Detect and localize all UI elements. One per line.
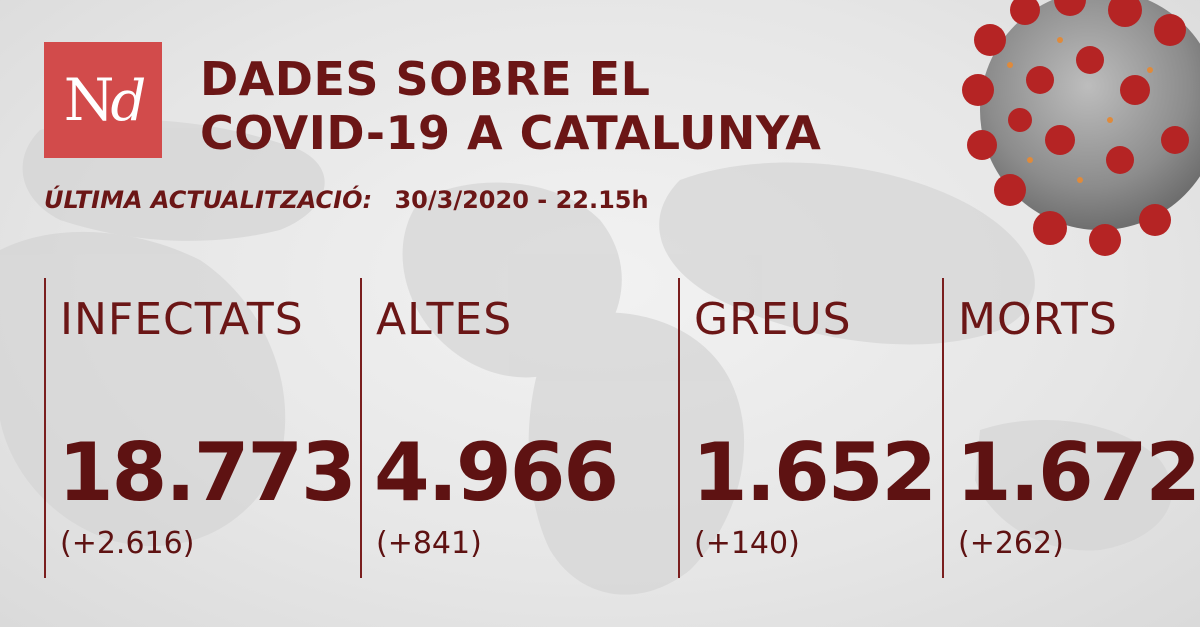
stat-label: ALTES [376, 294, 513, 345]
stat-label: INFECTATS [60, 294, 304, 345]
stat-value: 1.652 [692, 426, 937, 519]
stat-label: MORTS [958, 294, 1118, 345]
stat-delta: (+2.616) [60, 526, 195, 561]
last-update: ÚLTIMA ACTUALITZACIÓ: 30/3/2020 - 22.15h [44, 186, 649, 214]
last-update-value: 30/3/2020 - 22.15h [394, 186, 649, 214]
stat-delta: (+841) [376, 526, 482, 561]
stat-value: 18.773 [58, 426, 357, 519]
stat-delta: (+140) [694, 526, 800, 561]
title-line-1: DADES SOBRE EL [200, 52, 651, 106]
stat-serious: GREUS 1.652 (+140) [678, 278, 942, 578]
nd-logo: Nd [44, 42, 162, 158]
stat-label: GREUS [694, 294, 852, 345]
last-update-label: ÚLTIMA ACTUALITZACIÓ: [44, 186, 373, 214]
stat-delta: (+262) [958, 526, 1064, 561]
title-line-2: COVID-19 A CATALUNYA [200, 106, 822, 160]
stat-discharged: ALTES 4.966 (+841) [360, 278, 674, 578]
stat-infected: INFECTATS 18.773 (+2.616) [44, 278, 358, 578]
coronavirus-image [962, 0, 1200, 256]
stat-deaths: MORTS 1.672 (+262) [942, 278, 1200, 578]
logo-text: Nd [63, 66, 147, 134]
stat-value: 4.966 [374, 426, 619, 519]
stat-value: 1.672 [956, 426, 1200, 519]
page-title: DADES SOBRE EL COVID-19 A CATALUNYA [200, 52, 920, 160]
